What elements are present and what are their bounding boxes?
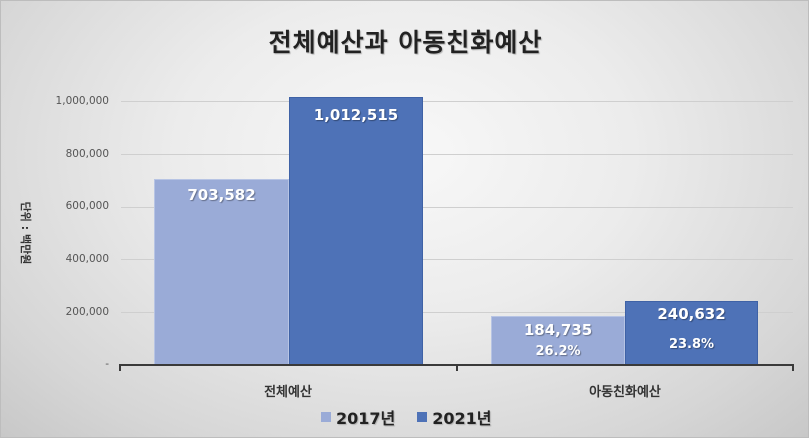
gridline	[121, 312, 793, 313]
legend-item-2021: 2021년	[417, 405, 492, 429]
legend-swatch-icon	[417, 412, 428, 422]
bar-total-2017: 703,582	[154, 179, 289, 365]
data-label-value: 1,012,515	[313, 106, 399, 124]
data-label-value: 184,735	[523, 321, 593, 339]
x-category-child-budget: 아동친화예산	[589, 385, 661, 400]
data-label-value: 240,632	[657, 305, 726, 323]
data-label-percent: 23.8%	[668, 337, 715, 352]
y-tick-0: -	[105, 358, 109, 370]
legend-item-2017: 2017년	[321, 405, 395, 429]
gridline	[121, 259, 793, 260]
gridline	[121, 207, 793, 208]
gridline	[121, 101, 793, 102]
bar-total-2021: 1,012,515	[289, 97, 423, 365]
y-tick-200000: 200,000	[65, 306, 109, 318]
legend-swatch-icon	[321, 412, 331, 422]
y-tick-800000: 800,000	[65, 148, 109, 160]
x-axis-tick	[456, 364, 458, 371]
legend: 2017년 2021년	[321, 405, 492, 429]
data-label-percent: 26.2%	[535, 344, 581, 359]
chart-title: 전체예산과 아동친화예산	[268, 28, 543, 57]
y-tick-1000000: 1,000,000	[55, 95, 109, 107]
data-label-value: 703,582	[187, 186, 256, 204]
x-axis-tick	[792, 364, 794, 371]
bar-child-2021: 240,632 23.8%	[625, 301, 758, 365]
x-category-total-budget: 전체예산	[264, 385, 312, 400]
y-tick-400000: 400,000	[65, 253, 109, 265]
x-axis-tick	[119, 364, 121, 371]
y-tick-600000: 600,000	[65, 200, 109, 212]
gridline	[121, 154, 793, 155]
bar-child-2017: 184,735 26.2%	[491, 316, 625, 365]
legend-label: 2017년	[336, 409, 396, 428]
legend-label: 2021년	[432, 409, 492, 428]
